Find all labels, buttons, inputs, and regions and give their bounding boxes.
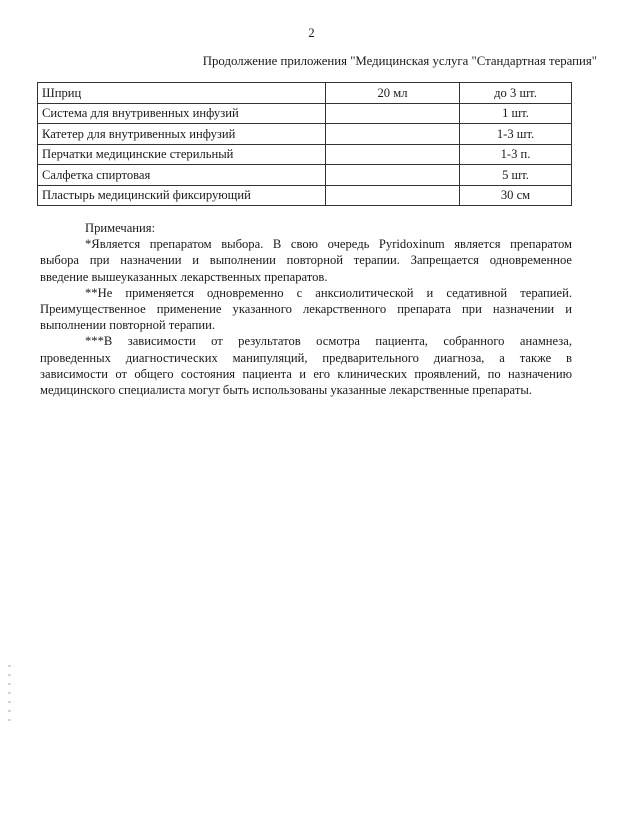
item-quantity: до 3 шт. [459,82,572,104]
supplies-table: Шприц 20 мл до 3 шт. Система для внутривенн… [37,82,572,206]
item-quantity: 1 шт. [459,102,572,124]
note-line: введение вышеуказанных лекарственных пре… [40,269,328,284]
note-paragraph: ***В зависимости от результатов осмотра … [40,333,572,398]
note-line: медицинского специалиста могут быть испо… [40,382,532,397]
table-row: Система для внутривенных инфузий 1 шт. [37,102,572,124]
note-line: зависимости от общего состояния пациента… [40,366,572,381]
item-quantity: 30 см [459,184,572,206]
table-row: Перчатки медицинские стерильный 1-3 п. [37,143,572,165]
item-volume [325,184,460,206]
item-name: Система для внутривенных инфузий [37,102,326,124]
item-name: Шприц [37,82,326,104]
item-volume [325,102,460,124]
appendix-subtitle: Продолжение приложения "Медицинская услу… [202,54,597,68]
item-volume: 20 мл [325,82,460,104]
table-row: Пластырь медицинский фиксирующий 30 см [37,184,572,206]
table-row: Шприц 20 мл до 3 шт. [37,82,572,104]
note-paragraph: *Является препаратом выбора. В свою очер… [40,236,572,285]
note-line: Преимущественное применение указанного л… [40,301,572,316]
table-row: Салфетка спиртовая 5 шт. [37,164,572,186]
item-volume [325,164,460,186]
item-name: Салфетка спиртовая [37,164,326,186]
item-name: Перчатки медицинские стерильный [37,143,326,165]
item-quantity: 5 шт. [459,164,572,186]
page-number: 2 [308,25,315,40]
note-line: выбора при назначении и выполнении повто… [40,253,572,268]
notes-heading: Примечания: [85,221,156,235]
note-paragraph: **Не применяется одновременно с анксиоли… [40,285,572,334]
note-line: выполнении повторной терапии. [40,318,215,333]
note-line: **Не применяется одновременно с анксиоли… [85,285,572,300]
note-line: *Является препаратом выбора. В свою очер… [85,237,572,252]
item-quantity: 1-3 шт. [459,123,572,145]
item-name: Катетер для внутривенных инфузий [37,123,326,145]
notes-section: Примечания: *Является препаратом выбора.… [40,220,572,398]
scan-artifact [8,665,11,725]
item-quantity: 1-3 п. [459,143,572,165]
item-volume [325,123,460,145]
item-name: Пластырь медицинский фиксирующий [37,184,326,206]
item-volume [325,143,460,165]
note-line: проведенных диагностических манипуляций,… [40,350,572,365]
table-row: Катетер для внутривенных инфузий 1-3 шт. [37,123,572,145]
note-line: ***В зависимости от результатов осмотра … [85,334,572,349]
